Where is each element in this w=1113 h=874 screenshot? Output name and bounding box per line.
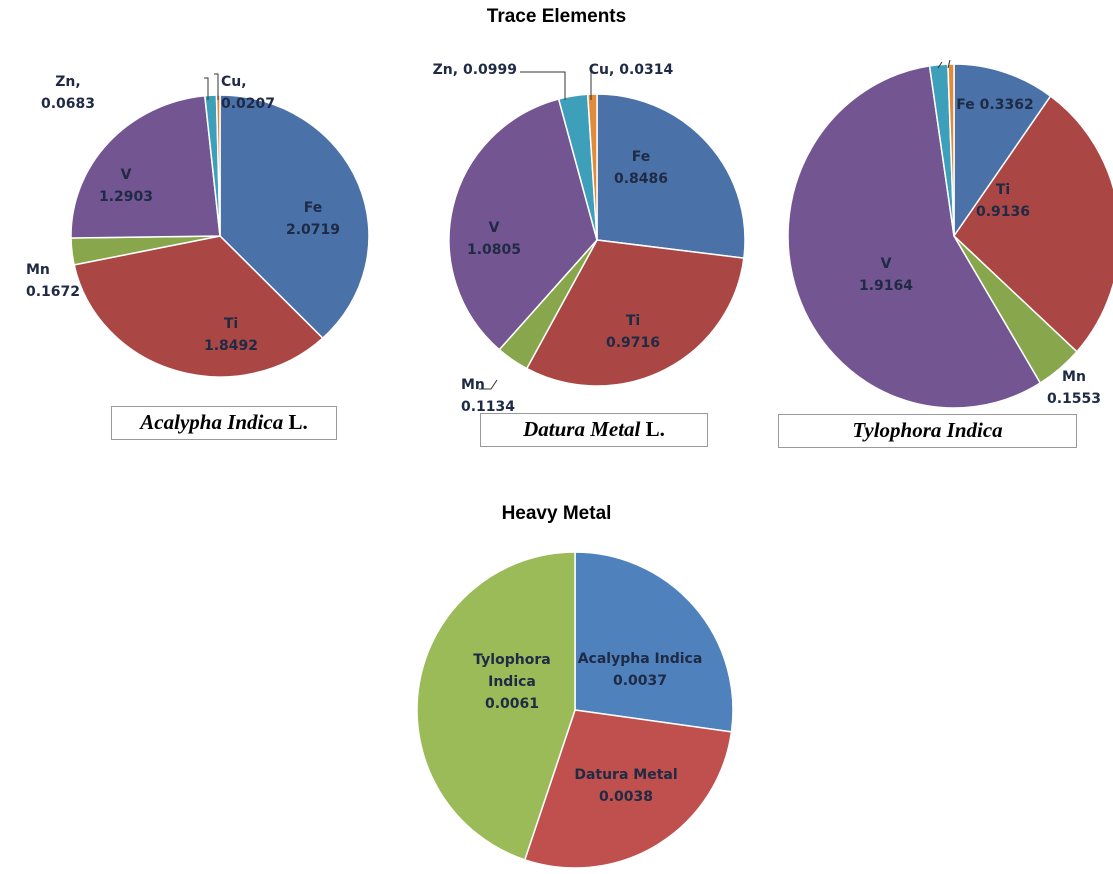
leader-line-datura-0: [520, 71, 566, 100]
slice-acalypha-v: [70, 94, 221, 239]
slice-datura-ti: [525, 239, 745, 387]
caption-tylophora-name: Tylophora Indica: [852, 418, 1003, 442]
caption-datura: Datura Metal L.: [480, 413, 708, 447]
data-label-heavy-datura-metal: Datura Metal 0.0038: [574, 767, 677, 805]
slice-tylophora-ti: [953, 95, 1113, 353]
leader-line-tylophora-0: [937, 61, 943, 69]
slice-tylophora-cu: [947, 63, 955, 237]
slice-heavy-acalypha-indica: [574, 551, 734, 733]
trace-elements-title: Trace Elements: [486, 6, 627, 27]
data-label-datura-mn: Mn 0.1134: [461, 377, 515, 415]
data-label-datura-v: V 1.0805: [467, 220, 521, 258]
data-label-acalypha-fe: Fe 2.0719: [286, 200, 340, 238]
caption-tylophora: Tylophora Indica: [778, 414, 1077, 448]
data-label-heavy-acalypha-indica: Acalypha Indica 0.0037: [578, 651, 703, 689]
pie-heavy: Acalypha Indica 0.0037 Datura Metal 0.0038 T…: [416, 551, 734, 869]
slice-heavy-datura-metal: [523, 709, 733, 869]
slice-tylophora-v: [787, 65, 1042, 409]
caption-datura-name: Datura Metal: [523, 417, 641, 441]
slice-datura-v: [448, 98, 598, 351]
data-label-tylophora-ti: Ti 0.9136: [976, 182, 1030, 220]
pie-tylophora: Fe 0.3362 Ti 0.9136 Mn 0.1553 V 1.9164: [787, 59, 1113, 409]
caption-datura-suffix: L.: [640, 417, 665, 441]
leader-line-datura-2: [479, 379, 498, 390]
data-label-tylophora-mn: Mn 0.1553: [1047, 369, 1101, 407]
data-label-datura-zn: Zn, 0.0999: [433, 62, 517, 78]
slice-acalypha-ti: [73, 235, 324, 378]
data-label-acalypha-mn: Mn 0.1672: [26, 262, 80, 300]
caption-acalypha: Acalypha Indica L.: [111, 406, 337, 440]
data-label-datura-fe: Fe 0.8486: [614, 149, 668, 187]
data-label-acalypha-v: V 1.2903: [99, 167, 153, 205]
leader-line-acalypha-0: [204, 77, 209, 100]
leader-line-acalypha-1: [214, 73, 219, 100]
data-label-acalypha-zn: Zn, 0.0683: [41, 74, 95, 112]
data-label-heavy-tylophora-indica: Tylophora Indica 0.0061: [473, 652, 550, 712]
data-label-tylophora-fe: Fe 0.3362: [956, 97, 1033, 113]
slice-acalypha-fe: [219, 94, 370, 340]
caption-acalypha-suffix: L.: [283, 410, 308, 434]
leader-line-tylophora-1: [947, 59, 951, 69]
data-label-datura-ti: Ti 0.9716: [606, 313, 660, 351]
data-label-acalypha-ti: Ti 1.8492: [204, 316, 258, 354]
caption-acalypha-name: Acalypha Indica: [140, 410, 284, 434]
pie-datura: Fe 0.8486 Ti 0.9716 Mn 0.1134 V 1.0805 Zn, 0.099…: [433, 62, 746, 415]
data-label-acalypha-cu: Cu, 0.0207: [221, 74, 275, 112]
heavy-metal-title: Heavy Metal: [501, 503, 612, 524]
slice-heavy-tylophora-indica: [416, 551, 576, 861]
pie-acalypha: Fe 2.0719 Ti 1.8492 Mn 0.1672 V 1.2903 Zn, 0.0683…: [26, 73, 370, 378]
data-label-datura-cu: Cu, 0.0314: [589, 62, 674, 78]
slice-datura-cu: [586, 93, 598, 241]
slice-tylophora-fe: [953, 63, 1052, 239]
slice-datura-fe: [596, 93, 746, 259]
data-label-tylophora-v: V 1.9164: [859, 256, 913, 294]
